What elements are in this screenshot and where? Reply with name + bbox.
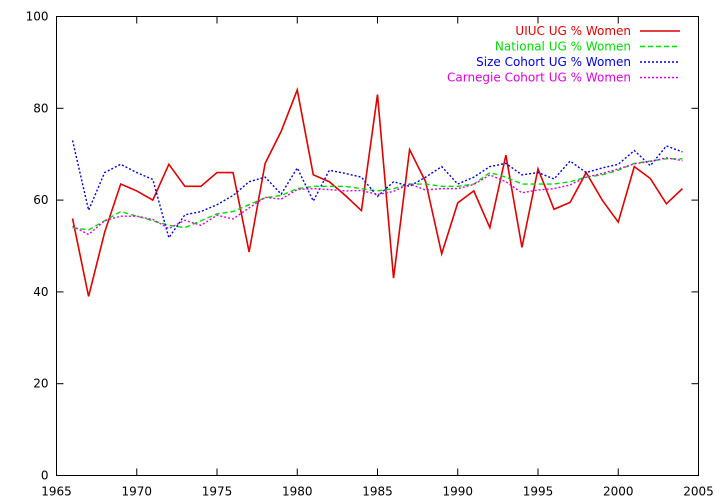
legend-label: UIUC UG % Women [515,24,631,38]
y-tick-label: 20 [33,377,48,391]
x-tick-label: 1975 [202,485,233,499]
y-tick-label: 80 [33,101,48,115]
y-tick-label: 0 [41,469,49,483]
legend-label: Size Cohort UG % Women [476,55,631,69]
series-line [71,87,683,297]
x-tick-label: 1970 [121,485,152,499]
series-group [71,87,683,297]
series-line [71,140,683,240]
plot-frame [56,16,699,476]
y-tick-label: 100 [26,10,49,24]
series-line [72,158,683,231]
y-tick-label: 60 [33,193,48,207]
y-tick-label: 40 [33,285,48,299]
legend-label: National UG % Women [495,40,631,54]
axis-ticks: 1965 1970 1975 1980 1985 1990 1995 2000 2005 0 20 4… [26,10,714,499]
x-tick-label: 2005 [683,485,714,499]
x-tick-label: 2000 [603,485,634,499]
x-tick-label: 1985 [362,485,393,499]
x-tick-label: 1990 [442,485,473,499]
legend-label: Carnegie Cohort UG % Women [447,71,631,85]
series-line [72,157,683,236]
x-tick-label: 1995 [523,485,554,499]
x-tick-label: 1965 [41,485,72,499]
x-tick-label: 1980 [282,485,313,499]
